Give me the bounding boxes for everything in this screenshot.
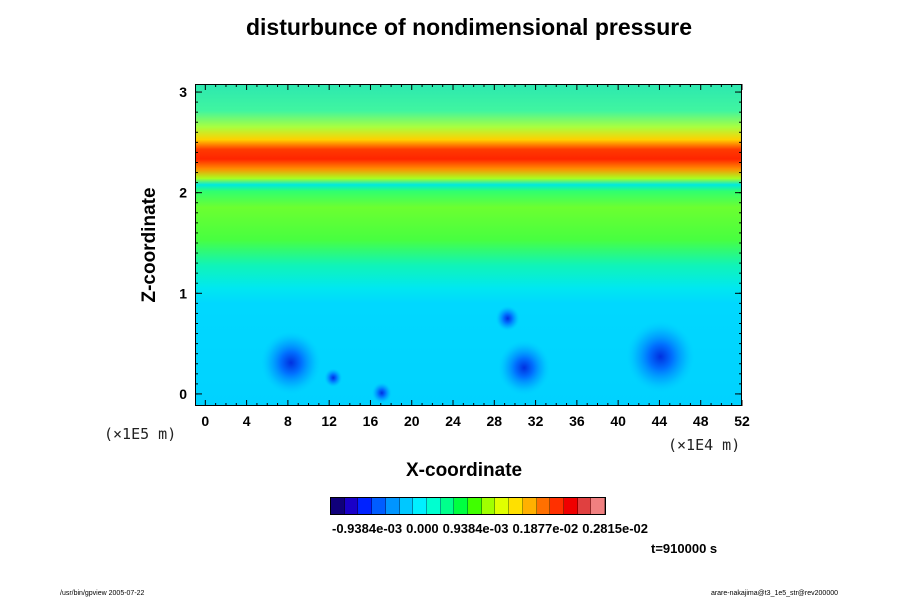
plot-area <box>195 84 742 406</box>
colorbar-swatch <box>522 498 537 514</box>
low-pressure-region <box>260 331 321 395</box>
x-tick-label: 12 <box>321 413 337 429</box>
colorbar-swatch <box>563 498 578 514</box>
colorbar-label: 0.1877e-02 <box>512 521 579 536</box>
x-tick-label: 28 <box>487 413 503 429</box>
colorbar-label: -0.9384e-03 <box>332 521 403 536</box>
x-tick-label: 0 <box>201 413 209 429</box>
low-pressure-region <box>495 305 520 332</box>
colorbar-swatch <box>509 498 523 514</box>
colorbar-swatch <box>550 498 564 514</box>
colorbar-swatch <box>481 498 496 514</box>
colorbar-swatch <box>454 498 469 514</box>
colorbar-swatch <box>536 498 551 514</box>
colorbar-swatch <box>426 498 441 514</box>
low-pressure-region <box>324 368 343 388</box>
colorbar-label: 0.2815e-02 <box>582 521 649 536</box>
x-tick-label: 40 <box>610 413 626 429</box>
colorbar-swatch <box>468 498 482 514</box>
colorbar-swatch <box>385 498 400 514</box>
x-tick-label: 20 <box>404 413 420 429</box>
colorbar-swatch <box>413 498 427 514</box>
colorbar-swatch <box>344 498 359 514</box>
y-tick-label: 2 <box>179 185 187 201</box>
colorbar-swatch <box>440 498 455 514</box>
y-tick-label: 3 <box>179 84 187 100</box>
x-tick-label: 24 <box>445 413 461 429</box>
colorbar-swatch <box>399 498 414 514</box>
footer-left: /usr/bin/gpview 2005-07-22 <box>60 590 145 597</box>
y-tick-label: 1 <box>179 285 187 301</box>
x-tick-label: 52 <box>734 413 750 429</box>
low-pressure-region <box>626 320 695 393</box>
colorbar-swatch <box>577 498 592 514</box>
x-tick-label: 48 <box>693 413 709 429</box>
colorbar-swatch <box>591 498 606 514</box>
x-tick-label: 36 <box>569 413 585 429</box>
x-scale-note: (×1E4 m) <box>668 436 741 454</box>
time-label: t=910000 s <box>651 541 718 556</box>
x-tick-label: 32 <box>528 413 544 429</box>
x-tick-label: 16 <box>363 413 379 429</box>
y-axis-label: Z-coordinate <box>139 187 160 303</box>
x-tick-label: 44 <box>652 413 668 429</box>
colorbar-swatch <box>331 498 345 514</box>
x-tick-label: 8 <box>284 413 292 429</box>
colorbar-labels: -0.9384e-03 0.000 0.9384e-03 0.1877e-02 0.28… <box>332 521 652 536</box>
x-tick-label: 4 <box>243 413 251 429</box>
colorbar <box>330 497 606 515</box>
colorbar-swatch <box>495 498 510 514</box>
low-pressure-region <box>371 382 392 404</box>
chart-title: disturbunce of nondimensional pressure <box>245 14 692 40</box>
colorbar-label: 0.9384e-03 <box>442 521 509 536</box>
colorbar-swatch <box>372 498 386 514</box>
colorbar-swatch <box>358 498 373 514</box>
pressure-field <box>196 85 741 405</box>
y-scale-note: (×1E5 m) <box>104 425 177 443</box>
colorbar-label: 0.000 <box>406 521 439 536</box>
low-pressure-region <box>498 340 551 396</box>
y-tick-label: 0 <box>179 386 187 402</box>
footer-right: arare-nakajima@t3_1e5_str@rev200000 <box>710 590 838 597</box>
x-axis-label: X-coordinate <box>406 460 523 481</box>
